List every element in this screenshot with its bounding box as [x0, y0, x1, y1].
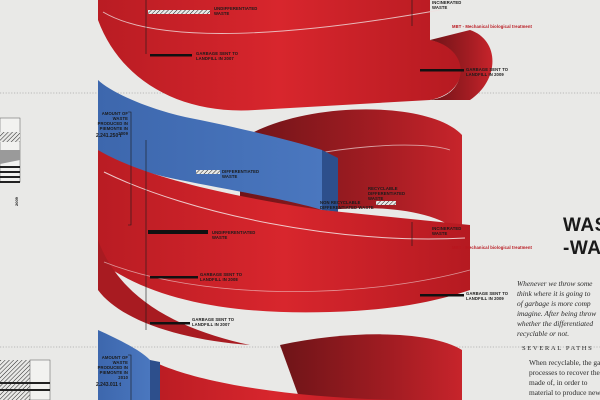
section-heading: SEVERAL PATHS	[522, 345, 594, 352]
value-bot: 2.243.011 t	[96, 382, 122, 388]
label-amount-bot: AMOUNT OF WASTE PRODUCED IN PIEMONTE IN …	[97, 355, 128, 380]
intro-line: of garbage is more comp	[517, 299, 591, 308]
label-undiff-mid: UNDIFFERENTIATED WASTE	[212, 230, 256, 240]
band-middle-front	[98, 150, 471, 345]
body-line: processes to recover the	[529, 368, 600, 377]
label-landfill-2007-top: GARBAGE SENT TO LANDFILL IN 2007	[196, 51, 239, 61]
label-amount-mid: AMOUNT OF WASTE PRODUCED IN PIEMONTE IN …	[97, 111, 128, 136]
label-landfill-2007-mid: GARBAGE SENT TO LANDFILL IN 2007	[192, 317, 235, 327]
body-line: made of, in order to	[529, 378, 588, 387]
label-diff-mid: DIFFERENTIATED WASTE	[222, 169, 260, 179]
intro-line: imagine. After being throw	[517, 309, 597, 318]
intro-line: think where it is going to	[517, 289, 591, 298]
label-recyclable-mid: RECYCLABLE DIFFERENTIATED WASTE	[368, 186, 406, 201]
article-title-line2: -WAST	[563, 238, 600, 259]
value-mid: 2.241.250 t	[96, 133, 122, 139]
label-incin-mid: INCINERATED WASTE	[432, 226, 462, 236]
left-chart-year: 2009	[14, 197, 19, 206]
label-nonrecyclable-mid: NON RECYCLABLE DIFFERENTIATED WASTE	[320, 200, 374, 210]
article-intro: Whenever we throw some think where it is…	[517, 279, 600, 339]
label-undiff-top: UNDIFFERENTIATED WASTE	[214, 6, 258, 16]
intro-line: Whenever we throw some	[517, 279, 593, 288]
body-line: material to produce new	[529, 388, 600, 397]
label-incin-top: INCINERATED WASTE	[432, 0, 462, 10]
label-landfill-2009-mid: GARBAGE SENT TO LANDFILL IN 2009	[466, 291, 509, 301]
band-bottom	[98, 330, 462, 400]
label-mbt-mid: MBT - Mechanical biological treatment	[452, 245, 533, 250]
article-title-line1: WAST	[563, 215, 600, 236]
body-line: When recyclable, the gar	[529, 358, 600, 367]
left-mini-chart	[0, 117, 51, 400]
label-landfill-2009-top: GARBAGE SENT TO LANDFILL IN 2009	[466, 67, 509, 77]
band-middle-blue	[98, 80, 338, 212]
label-mbt-top: MBT - Mechanical biological treatment	[452, 24, 533, 29]
bracket-lines	[128, 0, 413, 400]
intro-line: recyclable or not.	[517, 329, 570, 338]
marker-bars	[148, 10, 464, 325]
article-body: When recyclable, the gar processes to re…	[529, 358, 600, 398]
label-landfill-2008-mid: GARBAGE SENT TO LANDFILL IN 2008	[200, 272, 243, 282]
band-top	[98, 0, 493, 111]
intro-line: whether the differentiated	[517, 319, 594, 328]
